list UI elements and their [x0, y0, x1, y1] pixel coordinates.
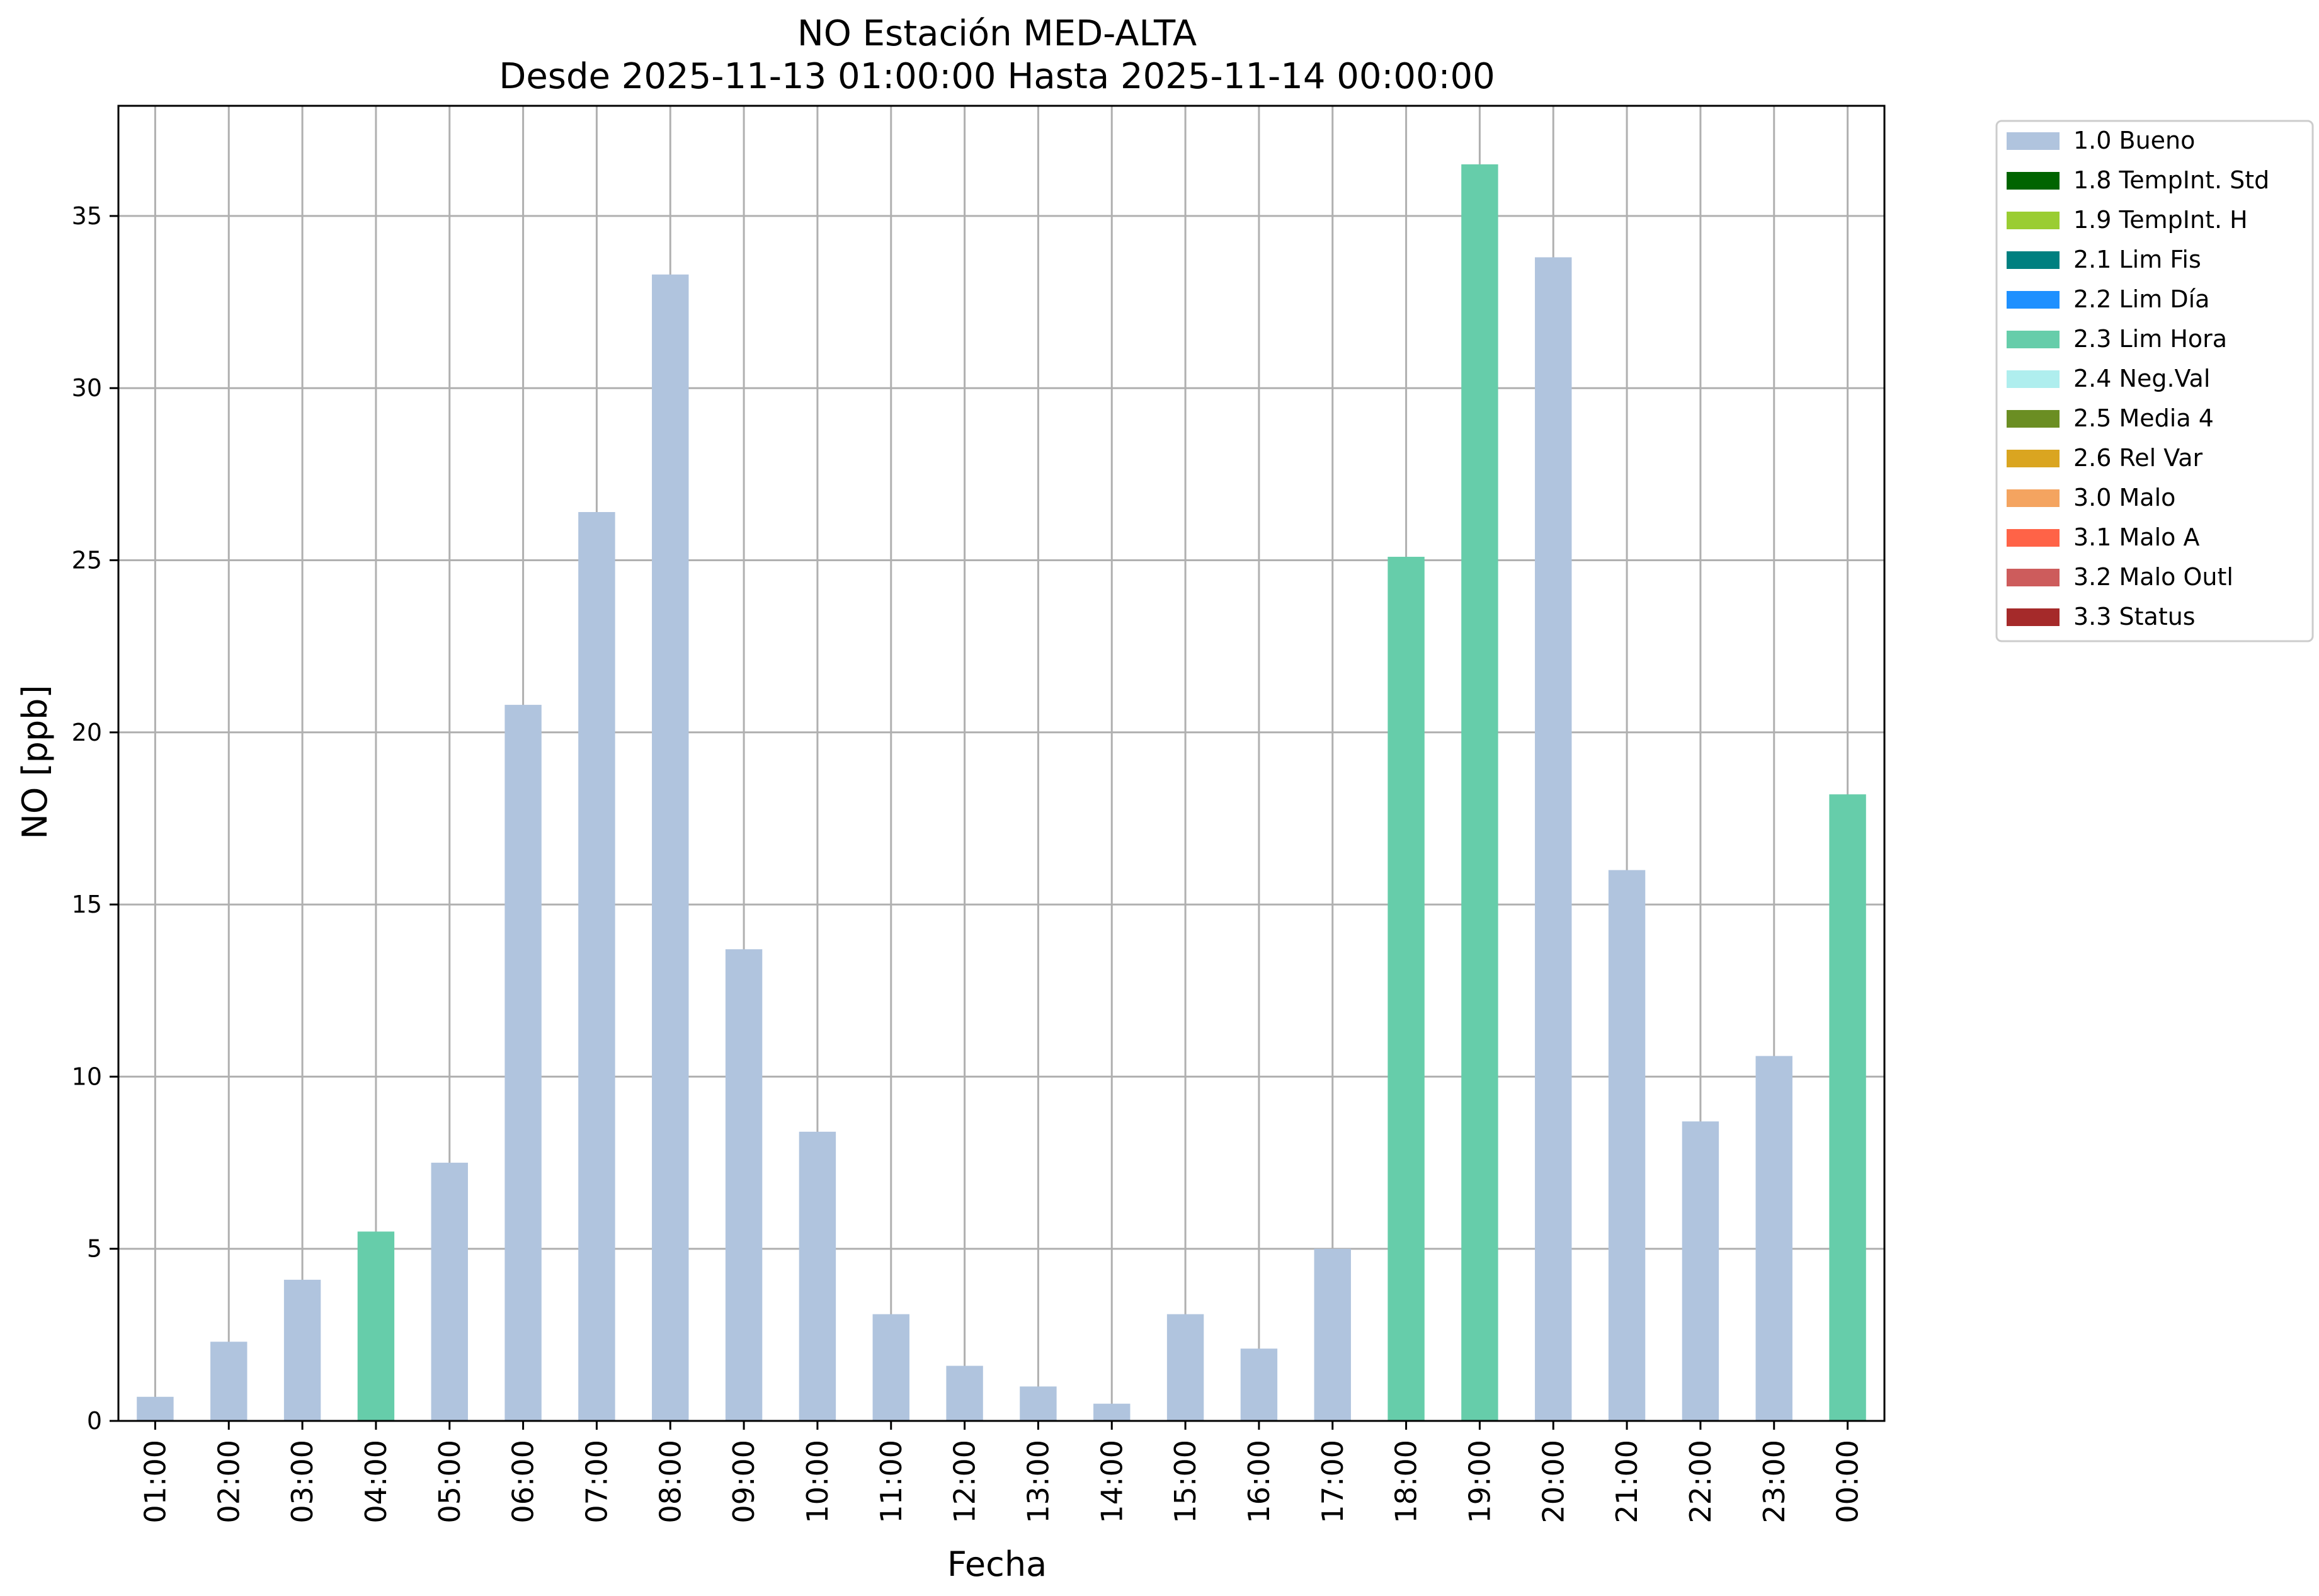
legend-label: 2.2 Lim Día: [2073, 285, 2209, 313]
legend-swatch: [2007, 291, 2060, 309]
bar: [1535, 257, 1572, 1421]
legend-label: 1.9 TempInt. H: [2073, 206, 2248, 234]
plot-frame: [117, 105, 1886, 1422]
y-axis-ticks: 0 5 10 15 20 25 30 35: [72, 202, 118, 1435]
bar: [431, 1163, 468, 1421]
legend: 1.0 Bueno 1.8 TempInt. Std 1.9 TempInt. H 2…: [1995, 120, 2314, 642]
legend-swatch: [2007, 489, 2060, 507]
bar: [578, 511, 615, 1421]
legend-label: 3.0 Malo: [2073, 484, 2175, 511]
bars: [137, 164, 1866, 1421]
bar: [1240, 1348, 1278, 1421]
bar: [1093, 1403, 1131, 1421]
y-axis-label: NO [ppb]: [15, 685, 55, 839]
bar: [504, 705, 542, 1421]
y-tick-label: 15: [72, 891, 102, 918]
legend-label: 3.1 Malo A: [2073, 523, 2199, 551]
legend-label: 2.3 Lim Hora: [2073, 325, 2227, 353]
bar: [872, 1314, 909, 1421]
bar: [1461, 164, 1498, 1421]
legend-label: 2.4 Neg.Val: [2073, 365, 2210, 392]
y-tick-label: 0: [87, 1407, 102, 1435]
bar: [725, 949, 763, 1421]
x-tick-label: 09:00: [727, 1440, 761, 1524]
x-tick-label: 20:00: [1536, 1440, 1570, 1524]
bar: [1682, 1121, 1719, 1421]
x-tick-label: 10:00: [801, 1440, 835, 1524]
x-tick-label: 08:00: [653, 1440, 687, 1524]
y-tick-label: 35: [72, 202, 102, 230]
legend-label: 3.2 Malo Outl: [2073, 563, 2233, 591]
x-tick-label: 00:00: [1831, 1440, 1865, 1524]
legend-label: 2.1 Lim Fis: [2073, 246, 2201, 273]
x-tick-label: 18:00: [1389, 1440, 1423, 1524]
x-tick-label: 19:00: [1462, 1440, 1496, 1524]
bar: [1020, 1386, 1057, 1421]
x-tick-label: 04:00: [359, 1440, 393, 1524]
x-axis-ticks: 01:00 02:00 03:00 04:00 05:00 06:00 07:00 08:00…: [138, 1421, 1865, 1524]
x-tick-label: 03:00: [285, 1440, 319, 1524]
legend-label: 1.0 Bueno: [2073, 127, 2195, 154]
legend-swatch: [2007, 212, 2060, 229]
bar: [799, 1131, 836, 1421]
y-tick-label: 10: [72, 1063, 102, 1090]
legend-swatch: [2007, 529, 2060, 547]
bar: [946, 1365, 983, 1421]
legend-swatch: [2007, 172, 2060, 190]
x-tick-label: 11:00: [874, 1440, 908, 1524]
x-tick-label: 05:00: [433, 1440, 467, 1524]
x-tick-label: 15:00: [1168, 1440, 1202, 1524]
x-tick-label: 01:00: [138, 1440, 172, 1524]
legend-swatch: [2007, 370, 2060, 388]
legend-swatch: [2007, 251, 2060, 269]
legend-swatch: [2007, 450, 2060, 467]
bar: [1755, 1056, 1792, 1421]
chart-subtitle: Desde 2025-11-13 01:00:00 Hasta 2025-11-…: [499, 56, 1495, 97]
chart-title: NO Estación MED-ALTA: [797, 13, 1197, 54]
x-tick-label: 12:00: [948, 1440, 982, 1524]
legend-swatch: [2007, 569, 2060, 586]
bar: [283, 1279, 321, 1421]
legend-label: 1.8 TempInt. Std: [2073, 166, 2269, 194]
bar: [210, 1342, 248, 1421]
x-axis-label: Fecha: [947, 1544, 1047, 1584]
x-tick-label: 13:00: [1021, 1440, 1055, 1524]
bar: [1387, 557, 1425, 1421]
y-tick-label: 30: [72, 374, 102, 402]
x-tick-label: 16:00: [1242, 1440, 1276, 1524]
legend-swatch: [2007, 608, 2060, 626]
x-tick-label: 17:00: [1316, 1440, 1350, 1524]
y-tick-label: 20: [72, 719, 102, 746]
legend-label: 3.3 Status: [2073, 603, 2196, 630]
x-tick-label: 23:00: [1757, 1440, 1791, 1524]
bar: [1166, 1314, 1204, 1421]
bar: [1608, 870, 1646, 1421]
bar: [357, 1231, 395, 1421]
legend-box: [1995, 120, 2314, 642]
legend-swatch: [2007, 132, 2060, 150]
y-tick-label: 5: [87, 1235, 102, 1263]
legend-label: 2.6 Rel Var: [2073, 444, 2203, 472]
legend-swatch: [2007, 410, 2060, 428]
x-tick-label: 21:00: [1610, 1440, 1644, 1524]
bar: [1829, 794, 1866, 1421]
x-tick-label: 02:00: [212, 1440, 246, 1524]
x-tick-label: 06:00: [506, 1440, 540, 1524]
legend-label: 2.5 Media 4: [2073, 404, 2214, 432]
bar: [652, 274, 689, 1421]
bar: [1314, 1248, 1351, 1421]
y-tick-label: 25: [72, 547, 102, 574]
legend-swatch: [2007, 331, 2060, 348]
x-tick-label: 22:00: [1684, 1440, 1718, 1524]
x-tick-label: 07:00: [579, 1440, 613, 1524]
bar: [137, 1396, 174, 1421]
x-tick-label: 14:00: [1095, 1440, 1129, 1524]
